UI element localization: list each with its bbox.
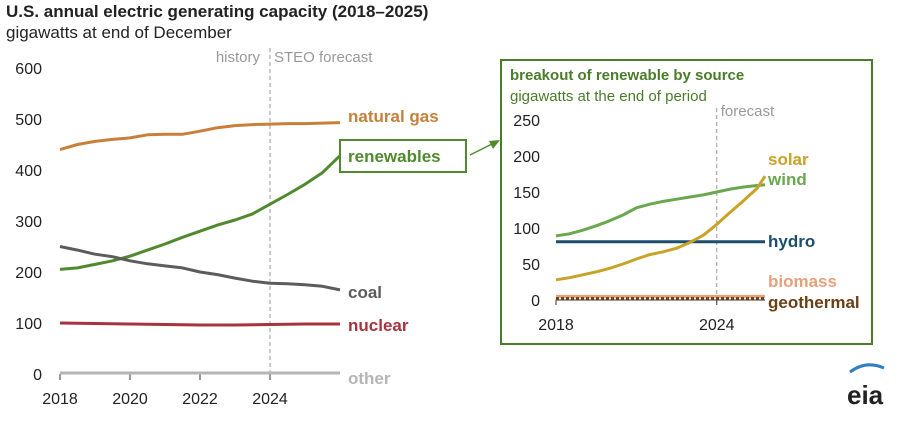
biomass-label: biomass <box>768 272 837 291</box>
inset-connector-arrow <box>469 143 493 156</box>
chart-subtitle: gigawatts at end of December <box>6 23 232 42</box>
main-y-tick-0: 0 <box>33 367 42 384</box>
inset-series-lines <box>555 175 767 301</box>
main-y-tick-300: 300 <box>15 214 42 231</box>
inset-y-tick-200: 200 <box>513 149 540 166</box>
series-line-natural-gas <box>59 121 341 152</box>
main-series-lines <box>59 121 342 375</box>
coal-label: coal <box>348 283 382 302</box>
eia-logo: eia <box>847 363 885 410</box>
wind-label: wind <box>767 170 807 189</box>
main-y-tick-200: 200 <box>15 265 42 282</box>
eia-logo-text: eia <box>847 380 884 410</box>
main-x-tick-2022: 2022 <box>182 391 218 408</box>
geothermal-label: geothermal <box>768 293 860 312</box>
renewables-label: renewables <box>348 147 441 166</box>
inset-x-tick-2024: 2024 <box>699 317 735 334</box>
hydro-label: hydro <box>768 232 815 251</box>
series-line-renewables <box>59 154 342 271</box>
main-y-tick-600: 600 <box>15 61 42 78</box>
inset-y-tick-50: 50 <box>522 257 540 274</box>
main-y-tick-labels: 0 100 200 300 400 500 600 <box>15 61 42 384</box>
eia-logo-swoosh <box>849 363 885 374</box>
main-y-tick-100: 100 <box>15 316 42 333</box>
history-annotation: history <box>216 49 261 66</box>
forecast-annotation: STEO forecast <box>274 49 373 66</box>
inset-series-line-solar <box>555 175 767 282</box>
inset-series-line-wind <box>555 183 766 238</box>
inset-x-tick-2018: 2018 <box>538 317 574 334</box>
other-label: other <box>348 369 391 388</box>
natural-gas-label: natural gas <box>348 107 439 126</box>
inset-subtitle: gigawatts at the end of period <box>510 88 707 105</box>
inset-y-tick-150: 150 <box>513 185 540 202</box>
main-x-tick-labels: 2018 2020 2022 2024 <box>42 374 288 408</box>
main-x-tick-2024: 2024 <box>252 391 288 408</box>
inset-x-tick-labels: 2018 2024 <box>538 300 735 334</box>
main-y-tick-400: 400 <box>15 163 42 180</box>
inset-connector-arrowhead <box>489 140 500 149</box>
inset-y-tick-250: 250 <box>513 113 540 130</box>
inset-title: breakout of renewable by source <box>510 67 744 84</box>
main-x-tick-2018: 2018 <box>42 391 78 408</box>
main-x-tick-2020: 2020 <box>112 391 148 408</box>
renewables-label-box <box>339 139 467 173</box>
inset-y-tick-100: 100 <box>513 221 540 238</box>
series-line-nuclear <box>59 321 340 327</box>
inset-y-tick-0: 0 <box>531 293 540 310</box>
inset-y-tick-labels: 0 50 100 150 200 250 <box>513 113 540 310</box>
solar-label: solar <box>768 150 809 169</box>
series-line-coal <box>59 245 341 292</box>
nuclear-label: nuclear <box>348 316 409 335</box>
chart-title: U.S. annual electric generating capacity… <box>6 2 429 21</box>
inset-forecast-annotation: forecast <box>721 103 775 120</box>
main-y-tick-500: 500 <box>15 112 42 129</box>
